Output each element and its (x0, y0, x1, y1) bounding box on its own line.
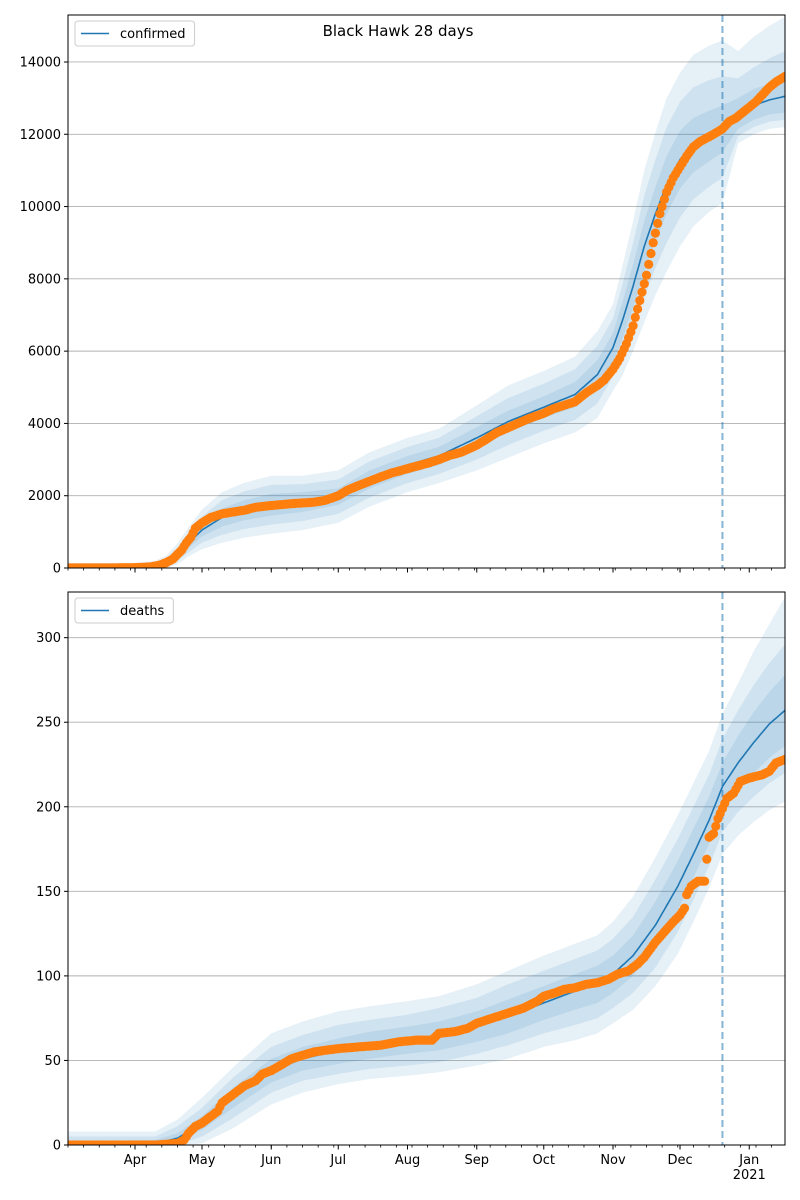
y-tick-label: 100 (36, 969, 61, 984)
axes-frame (67, 14, 786, 569)
x-tick-label: Jun (260, 1153, 281, 1168)
observed-point (633, 304, 643, 314)
y-tick-label: 10000 (20, 200, 61, 215)
y-tick-label: 0 (53, 562, 61, 577)
y-tick-label: 50 (44, 1054, 61, 1069)
y-tick-label: 2000 (28, 489, 61, 504)
x-tick-label: Jan (738, 1153, 759, 1168)
legend-box (74, 20, 196, 47)
y-tick-label: 4000 (28, 417, 61, 432)
plot-area (68, 15, 785, 568)
x-tick-label: Sep (464, 1153, 489, 1168)
observed-point (641, 270, 652, 280)
y-tick-label: 0 (53, 1139, 61, 1154)
uncertainty-band-1 (68, 674, 785, 1145)
axes-frame (67, 591, 786, 1146)
observed-point (711, 821, 721, 831)
y-tick-label: 300 (36, 631, 61, 646)
observed-point (630, 312, 640, 322)
observed-point (657, 202, 667, 212)
y-tick-label: 8000 (28, 272, 61, 287)
uncertainty-band-1 (68, 80, 785, 568)
legend: confirmed (74, 20, 196, 47)
x-tick-label: Aug (395, 1153, 420, 1168)
uncertainty-band-2 (68, 644, 785, 1145)
legend-label: confirmed (120, 27, 186, 42)
observed-point (659, 194, 670, 204)
observed-point (637, 287, 647, 297)
legend: deaths (74, 597, 174, 624)
x-tick-label: Jul (329, 1153, 346, 1168)
y-tick-label: 6000 (28, 345, 61, 360)
uncertainty-band-3 (68, 597, 785, 1145)
observed-point (648, 238, 658, 248)
observed-point (639, 279, 649, 289)
y-tick-label: 150 (36, 885, 61, 900)
deaths-panel: 0 50 100 150 200 250 300 Apr May Jun Jul Aug Sep Oct N… (36, 591, 786, 1183)
legend-box (74, 597, 174, 624)
x-tick-label: May (189, 1153, 216, 1168)
x-tick-label: 2021 (733, 1168, 766, 1183)
observed-point (646, 248, 656, 259)
y-tick-label: 250 (36, 716, 61, 731)
observed-point (650, 228, 661, 238)
confirmed-panel: 0 2000 4000 6000 8000 10000 12000 14000 confirme… (20, 14, 786, 577)
x-tick-label: Oct (533, 1153, 555, 1168)
x-tick-label: Dec (667, 1153, 692, 1168)
observed-point (700, 876, 710, 886)
legend-label: deaths (120, 604, 165, 619)
observed-point (780, 754, 785, 764)
observed-point (780, 71, 785, 81)
observed-point (644, 259, 654, 269)
y-tick-label: 14000 (20, 55, 61, 70)
observed-point (653, 218, 663, 228)
observed-point (635, 295, 645, 306)
x-tick-label: Nov (600, 1153, 626, 1168)
uncertainty-band-3 (68, 16, 785, 568)
observed-point (702, 854, 712, 864)
plot-area (68, 592, 785, 1145)
observed-point (708, 829, 719, 839)
observed-point (655, 209, 665, 219)
figure-title: Black Hawk 28 days (323, 22, 474, 40)
observed-point (679, 903, 690, 913)
y-tick-label: 12000 (20, 128, 61, 143)
x-tick-label: Apr (124, 1153, 147, 1168)
y-tick-label: 200 (36, 800, 61, 815)
observed-point (628, 321, 638, 331)
